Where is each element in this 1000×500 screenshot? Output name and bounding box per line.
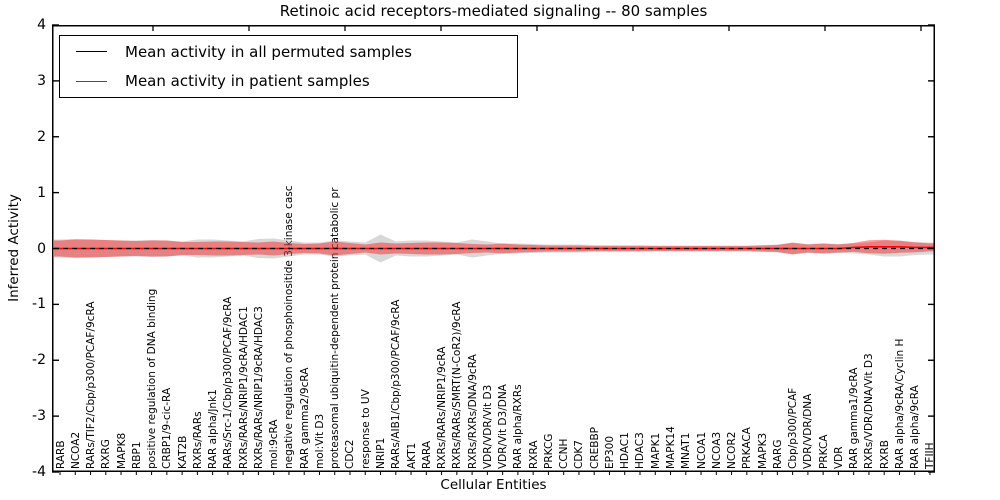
x-tick-label: MAPK3 [756,432,769,469]
chart-title: Retinoic acid receptors-mediated signali… [279,2,708,20]
x-tick-label: RXRs/VDR/DNA/Vit D3 [863,353,876,469]
y-tick-label: 1 [37,184,46,201]
x-tick-label: RXRB [878,440,891,469]
legend-row-permuted: Mean activity in all permuted samples [60,38,517,65]
x-tick-label: RARA [420,440,433,469]
x-tick-label: NCOA1 [695,431,708,469]
x-tick-label: PRKCA [817,434,830,469]
x-tick-label: mol:Vit D3 [313,413,326,469]
x-tick-label: RXRs/RXRs/DNA/9cRA [466,354,479,469]
x-tick-label: TFIIH [924,442,937,469]
x-tick-label: VDR/Vit D3/DNA [497,384,510,469]
y-tick-label: 2 [37,128,46,145]
legend-label-patient: Mean activity in patient samples [125,72,370,91]
x-tick-label: AKT1 [405,442,418,469]
x-tick-label: RXRs/RARs/SMRT(N-CoR2)/9cRA [451,301,464,469]
x-tick-label: NCOA3 [710,431,723,469]
x-tick-label: CCNH [558,438,571,469]
x-tick-label: RAR alpha/9cRA [909,385,922,469]
x-tick-label: RARs/AIB1/Cbp/p300/PCAF/9cRA [390,299,403,469]
y-tick-label: -1 [32,296,46,313]
x-tick-label: PRKACA [741,427,754,469]
x-tick-label: RAR gamma2/9cRA [298,367,311,469]
x-tick-label: mol:9cRA [268,419,281,469]
x-axis-label: Cellular Entities [440,477,547,493]
permuted-line-swatch [76,51,107,53]
x-tick-label: CREBBP [588,427,601,469]
x-tick-label: positive regulation of DNA binding [146,288,159,469]
x-tick-label: VDR/VDR/DNA [802,393,815,469]
permuted-band [54,234,934,263]
x-tick-label: NRIP1 [375,437,388,469]
x-tick-label: CDK7 [573,440,586,469]
x-tick-label: RARG [771,439,784,470]
x-tick-label: MAPK8 [115,432,128,469]
x-tick-label: RAR alpha/RXRs [512,384,525,469]
legend: Mean activity in all permuted samples Me… [59,35,518,98]
x-tick-label: proteasomal ubiquitin-dependent protein … [329,187,342,469]
x-tick-label: RARs/TIF2/Cbp/p300/PCAF/9cRA [85,301,98,470]
patient-mean-line [54,246,934,250]
y-tick-label: -4 [32,464,46,480]
x-tick-label: PRKCG [542,433,555,469]
x-tick-label: EP300 [603,435,616,469]
legend-row-patient: Mean activity in patient samples [60,68,517,95]
x-tick-label: HDAC1 [619,432,632,469]
x-tick-label: MAPK1 [649,432,662,469]
x-tick-label: RXRs/RARs [191,411,204,469]
x-tick-label: RARs/Src-1/Cbp/p300/PCAF/9cRA [222,296,235,469]
x-tick-label: Cbp/p300/PCAF [787,387,800,469]
x-tick-label: HDAC3 [634,432,647,469]
x-tick-label: RXRs/RARs/NRIP1/9cRA/HDAC1 [237,306,250,469]
x-tick-label: VDR/VDR/Vit D3 [481,384,494,469]
x-tick-label: NCOR2 [726,431,739,469]
x-tick-label: RAR alpha/Jnk1 [207,389,220,469]
x-tick-label: MNAT1 [680,432,693,469]
x-tick-label: RARB [54,440,67,469]
x-tick-label: RXRs/RARs/NRIP1/9cRA/HDAC3 [252,306,265,469]
y-tick-label: 0 [37,240,46,257]
x-tick-label: RBP1 [130,441,143,469]
x-tick-label: RAR alpha/9cRA/Cyclin H [893,338,906,469]
x-tick-label: RXRs/RARs/NRIP1/9cRA [436,346,449,469]
y-tick-label: -3 [32,408,46,425]
y-tick-label: 4 [37,17,46,33]
x-tick-label: CRBP1/9-cic-RA [161,387,174,469]
x-tick-label: CDC2 [344,439,357,469]
x-tick-label: VDR [832,446,845,469]
x-tick-label: RXRA [527,440,540,469]
x-tick-label: RAR gamma1/9cRA [848,367,861,469]
x-tick-label: RXRG [100,439,113,469]
y-tick-label: 3 [37,72,46,89]
legend-label-permuted: Mean activity in all permuted samples [125,42,412,61]
x-tick-label: MAPK14 [665,426,678,469]
y-tick-label: -2 [32,352,46,369]
patient-band [54,239,934,258]
patient-line-swatch [76,80,107,82]
x-tick-label: NCOA2 [69,431,82,469]
x-tick-label: response to UV [359,389,372,469]
x-tick-label: KAT2B [176,435,189,469]
x-tick-label: negative regulation of phosphoinositide … [283,185,296,470]
